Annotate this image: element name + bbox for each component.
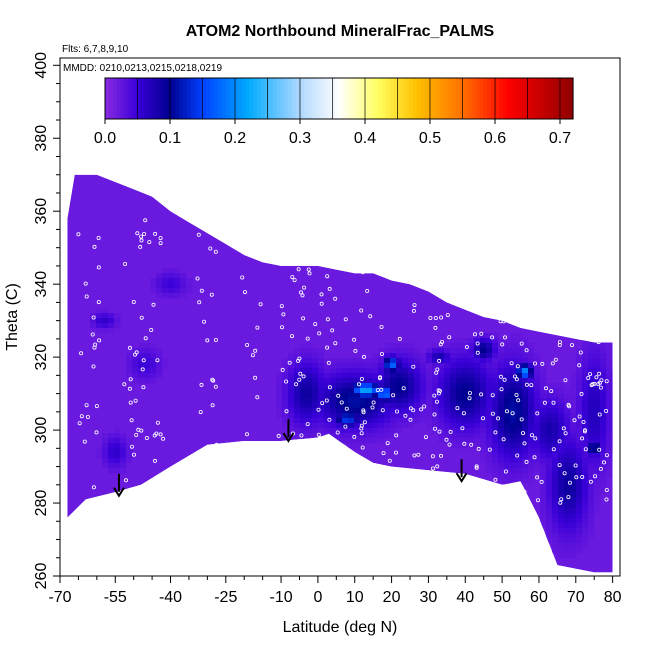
y-axis-label: Theta (C) (4, 283, 21, 351)
x-tick-label: 80 (604, 589, 622, 606)
x-tick-label: 0 (313, 589, 322, 606)
y-tick-label: 320 (33, 344, 50, 371)
x-tick-label: 40 (456, 589, 474, 606)
arrow-3 (455, 459, 468, 484)
colorbar-frame (104, 77, 574, 120)
x-tick-label: -70 (48, 589, 71, 606)
arrow-1 (113, 473, 125, 498)
y-tick-label: 260 (33, 563, 50, 590)
x-axis-label: Latitude (deg N) (283, 619, 398, 636)
chart-title: ATOM2 Northbound MineralFrac_PALMS (186, 23, 495, 40)
x-tick-label: 70 (567, 589, 585, 606)
colorbar-tick-label: 0.5 (419, 130, 441, 147)
colorbar: 0.0 0.1 0.2 0.3 0.4 0.5 0.6 0.7 (94, 77, 574, 147)
colorbar-tick-label: 0.3 (289, 130, 311, 147)
colorbar-tick-label: 0.6 (484, 130, 506, 147)
x-tick-label: 30 (420, 589, 438, 606)
y-tick-label: 300 (33, 417, 50, 444)
y-tick-label: 400 (33, 52, 50, 79)
colorbar-tick-label: 0.4 (354, 130, 376, 147)
colorbar-tick-label: 0.1 (159, 130, 181, 147)
heatmap-field (67, 174, 613, 573)
y-tick-label: 280 (33, 490, 50, 517)
x-tick-label: -10 (269, 589, 292, 606)
y-tick-label: 380 (33, 125, 50, 152)
x-tick-label: 20 (383, 589, 401, 606)
colorbar-tick-label: 0.7 (549, 130, 571, 147)
flights-annotation: Flts: 6,7,8,9,10 (62, 44, 129, 55)
y-axis: 260 280 300 320 340 360 380 400 (33, 52, 60, 590)
x-tick-label: -25 (214, 589, 237, 606)
colorbar-tick-label: 0.0 (94, 130, 116, 147)
colorbar-tick-label: 0.2 (224, 130, 246, 147)
y-tick-label: 340 (33, 271, 50, 298)
y-tick-label: 360 (33, 198, 50, 225)
x-tick-label: -55 (104, 589, 127, 606)
x-tick-label: 50 (493, 589, 511, 606)
x-tick-label: 10 (346, 589, 364, 606)
x-tick-label: 60 (530, 589, 548, 606)
plot-area (59, 57, 621, 577)
x-axis: -70 -55 -40 -25 -10 0 10 20 30 40 50 60 70 80 (48, 576, 622, 606)
x-tick-label: -40 (159, 589, 182, 606)
arrow-2 (282, 419, 295, 443)
arrows (113, 419, 468, 498)
dates-annotation: MMDD: 0210,0213,0215,0218,0219 (63, 63, 222, 74)
plot-frame (59, 57, 621, 577)
